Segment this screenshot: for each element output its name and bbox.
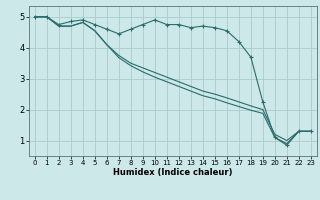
- X-axis label: Humidex (Indice chaleur): Humidex (Indice chaleur): [113, 168, 233, 177]
